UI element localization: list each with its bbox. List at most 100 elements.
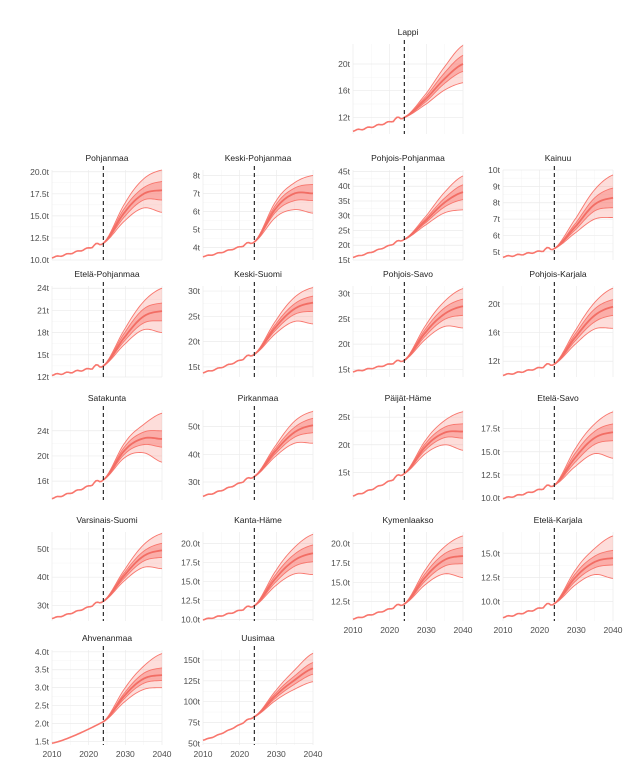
forecast-median-line (102, 310, 163, 367)
forecast-p90-line (554, 411, 614, 486)
forecast-band-50 (103, 667, 162, 722)
y-tick-label: 12t (488, 356, 500, 366)
facet-etel-savo: Etelä-Savo 10.0t 12.5t 15.0t 17.5t (481, 393, 614, 503)
y-tick-label: 20.0t (181, 538, 201, 548)
forecast-p10-line (103, 328, 163, 367)
y-tick-label: 30t (338, 211, 350, 221)
y-tick-label: 40t (37, 572, 49, 582)
historical-line (51, 600, 104, 620)
y-tick-label: 12.5t (481, 572, 501, 582)
facet-title: Uusimaa (241, 633, 275, 643)
forecast-p10-line (554, 327, 614, 365)
forecast-band-80 (404, 175, 463, 240)
forecast-band-80 (103, 413, 162, 480)
facet-title: Kanta-Häme (234, 515, 282, 525)
y-tick-label: 20t (37, 451, 49, 461)
x-tick-label: 2020 (79, 749, 98, 759)
forecast-band-50 (103, 181, 162, 244)
forecast-band-50 (103, 430, 162, 480)
facet-title: Pirkanmaa (238, 393, 279, 403)
y-tick-label: 12.5t (481, 470, 501, 480)
forecast-band-50 (404, 55, 463, 118)
forecast-p90-line (554, 535, 614, 604)
forecast-band-50 (103, 303, 162, 366)
y-tick-label: 7t (193, 188, 201, 198)
forecast-p90-line (404, 288, 464, 361)
y-tick-label: 16t (37, 476, 49, 486)
y-tick-label: 16t (338, 86, 350, 96)
x-tick-label: 2010 (194, 749, 213, 759)
y-tick-label: 15t (338, 255, 350, 265)
y-tick-label: 17.5t (30, 189, 50, 199)
y-tick-label: 5t (493, 247, 501, 257)
facet-title: Etelä-Savo (537, 393, 579, 403)
y-tick-label: 125t (183, 676, 200, 686)
y-tick-label: 15t (188, 362, 200, 372)
forecast-p90-line (103, 412, 163, 481)
facet-keski-pohjanmaa: Keski-Pohjanmaa 4t 5t 6t 7t 8t (193, 153, 314, 260)
forecast-p10-line (404, 573, 464, 605)
y-tick-label: 45t (338, 166, 350, 176)
forecast-p25-line (103, 198, 163, 244)
facet-title: Satakunta (88, 393, 127, 403)
y-tick-label: 30t (188, 286, 200, 296)
historical-line (352, 238, 405, 259)
historical-line (352, 472, 405, 497)
facet-title: Etelä-Pohjanmaa (74, 269, 139, 279)
facet-pirkanmaa: Pirkanmaa 30t 40t 50t (188, 393, 314, 500)
y-tick-label: 50t (37, 544, 49, 554)
forecast-p10-line (254, 320, 314, 355)
x-tick-label: 2010 (43, 749, 62, 759)
y-tick-label: 15.0t (331, 577, 351, 587)
y-tick-label: 150t (183, 655, 200, 665)
facet-lappi: Lappi 12t 16t 20t (338, 27, 464, 134)
forecast-median-line (102, 549, 163, 602)
forecast-p10-line (254, 209, 314, 243)
forecast-median-line (253, 424, 314, 478)
forecast-median-line (403, 555, 464, 605)
facet-title: Ahvenanmaa (82, 633, 132, 643)
facet-pohjanmaa: Pohjanmaa 10.0t 12.5t 15.0t 17.5t 20.0t (30, 153, 163, 265)
forecast-p10-line (254, 681, 314, 718)
forecast-p10-line (404, 209, 464, 240)
facet-title: Päijät-Häme (385, 393, 432, 403)
historical-line (51, 720, 104, 744)
forecast-band-50 (254, 296, 313, 355)
y-tick-label: 25t (338, 314, 350, 324)
forecast-median-line (102, 436, 163, 481)
forecast-band-50 (554, 423, 613, 486)
forecast-p10-line (554, 452, 614, 486)
forecast-p90-line (254, 652, 314, 718)
x-tick-label: 2040 (604, 625, 623, 635)
forecast-p90-line (404, 175, 464, 240)
facet-pohjois-pohjanmaa: Pohjois-Pohjanmaa 15t 20t 25t 30t 35t 40t 45t (338, 153, 464, 265)
historical-line (502, 602, 555, 619)
y-tick-label: 100t (183, 697, 200, 707)
facet-title: Kymenlaakso (382, 515, 433, 525)
forecast-band-50 (554, 550, 613, 604)
y-tick-label: 25t (188, 311, 200, 321)
y-tick-label: 6t (193, 206, 201, 216)
facet-title: Keski-Suomi (234, 269, 282, 279)
x-tick-label: 2040 (153, 749, 172, 759)
y-tick-label: 2.5t (35, 701, 50, 711)
y-tick-label: 16t (488, 328, 500, 338)
facet-etel-karjala: Etelä-Karjala 10.0t 12.5t 15.0t 2010 2020 2030… (481, 515, 623, 635)
x-tick-label: 2010 (494, 625, 513, 635)
y-tick-label: 50t (188, 738, 200, 748)
forecast-p10-line (103, 566, 163, 602)
forecast-p90-line (554, 287, 614, 365)
y-tick-label: 10.0t (30, 255, 50, 265)
x-tick-label: 2030 (567, 625, 586, 635)
forecast-p90-line (102, 169, 163, 244)
y-tick-label: 7t (493, 214, 501, 224)
y-tick-label: 17.5t (331, 558, 351, 568)
historical-line (51, 242, 104, 259)
y-tick-label: 20.0t (30, 167, 50, 177)
y-tick-label: 15.0t (181, 576, 201, 586)
y-tick-label: 8t (493, 198, 501, 208)
facet-uusimaa: Uusimaa 50t 75t 100t 125t 150t 2010 2020 2030 204… (183, 633, 322, 759)
facet-kymenlaakso: Kymenlaakso 12.5t 15.0t 17.5t 20.0t 2010 2020 2… (331, 515, 473, 635)
facet-title: Varsinais-Suomi (76, 515, 137, 525)
